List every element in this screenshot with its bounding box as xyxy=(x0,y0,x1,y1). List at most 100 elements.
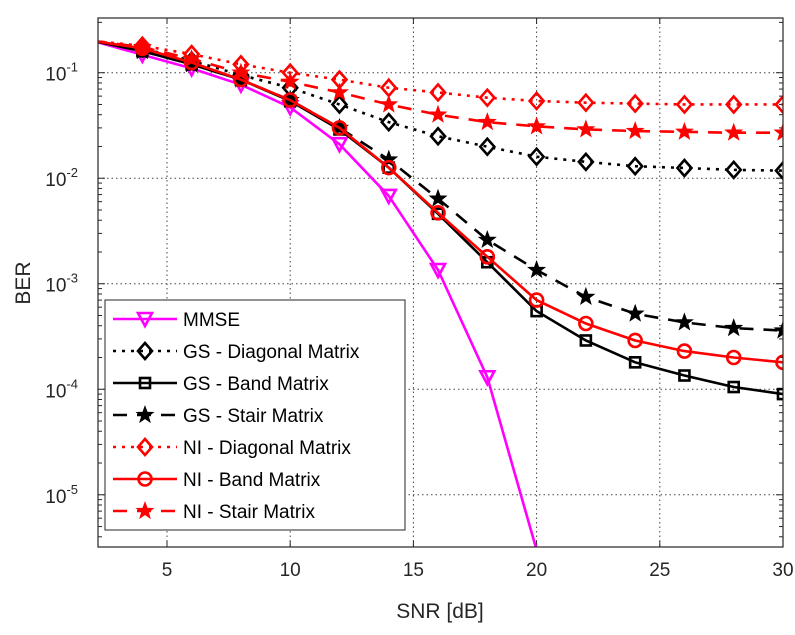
data-point xyxy=(430,205,446,221)
data-point xyxy=(626,93,644,114)
data-point xyxy=(678,369,691,382)
series-ni-diagonal-matrix xyxy=(98,35,783,115)
legend-label: GS - Band Matrix xyxy=(183,374,329,395)
data-point xyxy=(479,249,496,265)
x-tick-label: 5 xyxy=(162,560,173,581)
data-point xyxy=(626,156,644,177)
data-point xyxy=(379,149,399,168)
y-tick-base: 10 xyxy=(45,381,66,402)
data-point xyxy=(727,380,741,394)
legend-label: GS - Diagonal Matrix xyxy=(183,342,360,363)
legend-marker xyxy=(136,437,154,457)
x-tick-label: 10 xyxy=(280,560,301,581)
data-point xyxy=(428,104,448,123)
data-point xyxy=(330,82,350,101)
data-point xyxy=(330,94,349,115)
y-tick-base: 10 xyxy=(45,170,66,191)
data-point xyxy=(380,159,397,176)
x-tick-label: 30 xyxy=(772,560,793,581)
legend-marker xyxy=(135,501,155,520)
plot-frame xyxy=(97,17,784,548)
data-point xyxy=(527,260,547,279)
data-point xyxy=(231,62,251,81)
data-point xyxy=(773,122,783,141)
series-line xyxy=(98,40,783,364)
data-point xyxy=(724,122,744,141)
data-point xyxy=(724,159,743,180)
legend-marker xyxy=(138,376,152,390)
y-tick-exponent: -5 xyxy=(66,482,78,497)
data-point xyxy=(578,315,594,332)
data-point xyxy=(676,343,693,359)
y-tick-base: 10 xyxy=(45,276,66,297)
series-line xyxy=(98,40,538,547)
data-point xyxy=(478,87,497,108)
y-tick-label: 10-4 xyxy=(45,376,78,402)
legend-marker xyxy=(135,311,155,329)
data-point xyxy=(773,320,783,339)
legend-label: NI - Band Matrix xyxy=(183,470,321,491)
data-point xyxy=(577,151,595,172)
legend-label: NI - Diagonal Matrix xyxy=(183,438,351,459)
data-point xyxy=(182,49,202,67)
data-point xyxy=(577,92,595,113)
data-point xyxy=(428,262,448,280)
data-point xyxy=(627,332,643,349)
data-point xyxy=(379,94,399,113)
y-tick-label: 10-1 xyxy=(45,60,78,86)
x-axis-label: SNR [dB] xyxy=(396,600,484,623)
data-point xyxy=(776,387,783,401)
data-point xyxy=(380,112,398,133)
y-tick-exponent: -4 xyxy=(66,376,78,391)
data-point xyxy=(429,82,447,103)
data-point xyxy=(331,120,348,136)
data-point xyxy=(282,92,298,108)
data-point xyxy=(477,230,497,248)
data-point xyxy=(775,354,783,371)
data-point xyxy=(628,356,642,369)
data-point xyxy=(528,292,545,308)
grid xyxy=(98,18,784,547)
data-point xyxy=(675,312,694,331)
data-point xyxy=(724,94,743,115)
y-tick-base: 10 xyxy=(45,65,66,86)
legend-label: GS - Stair Matrix xyxy=(183,406,324,427)
series-lines xyxy=(98,35,783,547)
legend: MMSE GS - Diagonal Matrix GS - Band Matrix… xyxy=(104,299,406,531)
data-point xyxy=(429,126,447,147)
legend-box xyxy=(104,299,406,531)
data-point xyxy=(527,90,546,111)
data-point xyxy=(478,136,497,157)
data-point xyxy=(428,188,448,207)
data-point xyxy=(280,71,300,90)
data-point xyxy=(527,146,546,167)
data-point xyxy=(625,303,645,322)
y-tick-label: 10-3 xyxy=(45,271,78,297)
y-tick-label: 10-5 xyxy=(45,482,78,508)
x-tick-label: 15 xyxy=(403,560,424,581)
data-point xyxy=(379,188,398,206)
data-point xyxy=(478,369,497,387)
data-point xyxy=(477,112,497,131)
data-point xyxy=(675,158,694,178)
legend-label: MMSE xyxy=(183,310,240,331)
y-tick-exponent: -1 xyxy=(66,60,78,75)
y-tick-label: 10-2 xyxy=(45,165,78,191)
data-point xyxy=(576,119,596,138)
x-tick-label: 20 xyxy=(526,560,547,581)
data-point xyxy=(132,37,152,56)
y-tick-exponent: -2 xyxy=(66,165,78,180)
data-point xyxy=(625,121,645,140)
data-point xyxy=(725,349,742,366)
series-line xyxy=(98,40,783,172)
series-line xyxy=(98,40,783,135)
data-point xyxy=(774,160,783,181)
data-point xyxy=(330,136,349,154)
data-point xyxy=(675,121,694,140)
data-point xyxy=(579,334,593,347)
series-gs-stair-matrix xyxy=(98,40,783,339)
legend-label: NI - Stair Matrix xyxy=(183,502,315,523)
